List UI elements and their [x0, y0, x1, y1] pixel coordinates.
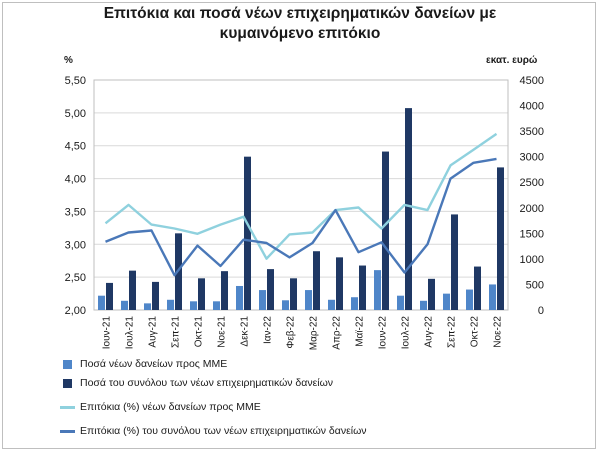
bar-sme-amount — [190, 301, 197, 310]
right-axis-tick-label: 500 — [526, 279, 544, 291]
x-axis-tick-label: Μαρ-22 — [309, 316, 320, 351]
right-axis-tick-label: 4500 — [520, 75, 544, 87]
bar-total-amount — [267, 269, 274, 310]
bar-total-amount — [428, 278, 435, 310]
chart-frame — [2, 2, 596, 449]
bar-sme-amount — [351, 297, 358, 310]
bar-sme-amount — [305, 290, 312, 310]
bar-total-amount — [313, 251, 320, 310]
x-axis-tick-label: Αυγ-22 — [424, 316, 435, 348]
x-axis-tick-label: Ιουλ-21 — [125, 316, 136, 350]
line-sme-rate — [104, 132, 498, 260]
left-axis-tick-label: 5,00 — [65, 108, 86, 120]
bar-sme-amount — [98, 295, 105, 310]
x-axis-tick-label: Φεβ-22 — [286, 316, 297, 349]
right-axis-tick-label: 1000 — [520, 254, 544, 266]
bar-sme-amount — [328, 299, 335, 310]
bar-sme-amount — [466, 289, 473, 310]
x-axis-tick-label: Αυγ-21 — [148, 316, 159, 348]
bar-sme-amount — [236, 285, 243, 310]
x-axis-tick-label: Ιουν-21 — [102, 316, 113, 350]
right-axis-tick-label: 2500 — [520, 177, 544, 189]
bar-total-amount — [474, 266, 481, 310]
x-axis-tick-label: Οκτ-22 — [470, 316, 481, 348]
bar-total-amount — [106, 282, 113, 310]
bar-sme-amount — [489, 284, 496, 310]
bar-total-amount — [290, 278, 297, 310]
legend-item-sme-rates: Επιτόκια (%) νέων δανείων προς ΜΜΕ — [60, 399, 261, 415]
left-axis-tick-label: 4,00 — [65, 174, 86, 186]
right-axis-tick-label: 3000 — [520, 152, 544, 164]
x-axis-tick-label: Απρ-22 — [332, 316, 343, 350]
bar-total-amount — [152, 281, 159, 310]
x-axis-tick-label: Νοε-21 — [217, 316, 228, 348]
left-axis-tick-label: 3,00 — [65, 239, 86, 251]
legend-label-sme-rates: Επιτόκια (%) νέων δανείων προς ΜΜΕ — [80, 401, 261, 413]
left-axis-tick-label: 5,50 — [65, 75, 86, 87]
line-total-rate — [105, 157, 497, 277]
bar-total-amount — [129, 270, 136, 310]
bar-sme-amount — [167, 299, 174, 310]
legend-item-total-rates: Επιτόκια (%) του συνόλου των νέων επιχει… — [60, 423, 367, 439]
right-axis-tick-label: 3500 — [520, 126, 544, 138]
x-axis-tick-label: Οκτ-21 — [194, 316, 205, 348]
legend-item-sme-amounts: Ποσά νέων δανείων προς ΜΜΕ — [60, 356, 227, 372]
left-axis-tick-label: 2,00 — [65, 305, 86, 317]
right-axis-tick-label: 1500 — [520, 228, 544, 240]
bar-sme-amount — [259, 290, 266, 310]
chart-title-line-1: Επιτόκια και ποσά νέων επιχειρηματικών δ… — [103, 5, 497, 22]
x-axis-tick-label: Μαϊ-22 — [355, 316, 366, 347]
legend-label-total-rates: Επιτόκια (%) του συνόλου των νέων επιχει… — [80, 425, 367, 437]
left-axis-tick-label: 4,50 — [65, 141, 86, 153]
plot-area — [93, 79, 509, 311]
bar-total-amount — [198, 278, 205, 310]
bar-sme-amount — [121, 300, 128, 310]
bar-sme-amount — [282, 300, 289, 310]
bar-total-amount — [405, 108, 412, 310]
left-axis-unit-label: % — [64, 55, 73, 66]
bar-sme-amount — [374, 270, 381, 310]
x-axis-tick-label: Νοε-22 — [493, 316, 504, 348]
right-axis-unit-label: εκατ. ευρώ — [486, 55, 538, 66]
bar-total-amount — [382, 151, 389, 310]
x-axis-tick-label: Σεπ-21 — [171, 316, 182, 348]
x-axis-tick-label: Σεπ-22 — [447, 316, 458, 348]
bar-total-amount — [336, 257, 343, 310]
bar-total-amount — [497, 167, 504, 310]
bar-total-amount — [359, 265, 366, 310]
bar-sme-amount — [420, 300, 427, 310]
bar-total-amount — [244, 156, 251, 310]
right-axis-tick-label: 2000 — [520, 203, 544, 215]
x-axis-tick-label: Ιουλ-22 — [401, 316, 412, 350]
legend-label-sme-amounts: Ποσά νέων δανείων προς ΜΜΕ — [80, 358, 228, 370]
chart-title-line-2: κυμαινόμενο επιτόκιο — [219, 25, 381, 42]
right-axis-tick-label: 0 — [538, 305, 544, 317]
left-axis-tick-label: 3,50 — [65, 206, 86, 218]
x-axis-tick-label: Ιαν-22 — [263, 316, 274, 344]
chart-title: Επιτόκια και ποσά νέων επιχειρηματικών δ… — [0, 4, 600, 44]
bar-total-amount — [221, 271, 228, 310]
bar-sme-amount — [397, 295, 404, 310]
legend-swatch-total-rates — [60, 429, 75, 433]
legend-item-total-amounts: Ποσά του συνόλου των νέων επιχειρηματικώ… — [60, 375, 333, 391]
legend-swatch-sme-rates — [60, 405, 75, 409]
bar-sme-amount — [213, 301, 220, 310]
legend-label-total-amounts: Ποσά του συνόλου των νέων επιχειρηματικώ… — [80, 377, 334, 389]
x-axis-tick-label: Δεκ-21 — [240, 316, 251, 347]
bar-sme-amount — [443, 293, 450, 310]
legend-swatch-sme-amounts — [63, 359, 72, 369]
x-axis-tick-label: Ιουν-22 — [378, 316, 389, 350]
legend-swatch-total-amounts — [63, 378, 72, 388]
right-axis-tick-label: 4000 — [520, 101, 544, 113]
bar-sme-amount — [144, 303, 151, 310]
bar-total-amount — [451, 214, 458, 310]
left-axis-tick-label: 2,50 — [65, 272, 86, 284]
